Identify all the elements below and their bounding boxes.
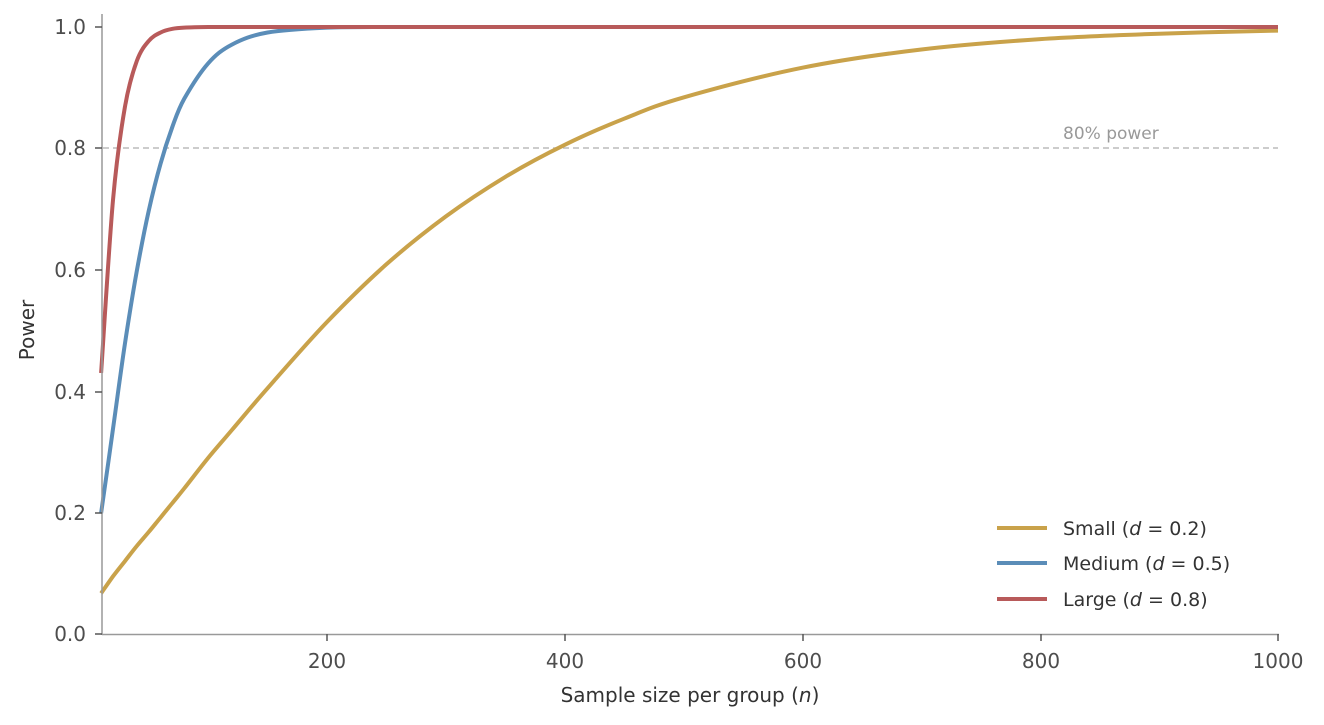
x-tick-label: 1000 xyxy=(1253,649,1304,673)
x-tick-label: 800 xyxy=(1022,649,1060,673)
series-line-small xyxy=(99,28,1279,595)
series-group xyxy=(99,24,1279,595)
legend: Small (d = 0.2) Medium (d = 0.5) Large (… xyxy=(997,518,1230,611)
x-axis-label: Sample size per group (n) xyxy=(561,683,820,707)
legend-label-large: Large (d = 0.8) xyxy=(1063,589,1208,611)
y-tick-label: 0.8 xyxy=(54,136,86,160)
y-tick-label: 0.2 xyxy=(54,501,86,525)
x-ticks: 200 400 600 800 1000 xyxy=(308,634,1304,673)
x-tick-label: 200 xyxy=(308,649,346,673)
x-tick-label: 600 xyxy=(784,649,822,673)
series-line-medium xyxy=(99,24,1278,514)
legend-label-small: Small (d = 0.2) xyxy=(1063,518,1207,540)
y-tick-label: 1.0 xyxy=(54,15,86,39)
y-tick-label: 0.4 xyxy=(54,380,86,404)
x-tick-label: 400 xyxy=(546,649,584,673)
reference-annotation: 80% power xyxy=(1063,124,1159,144)
series-line-large xyxy=(99,24,1278,374)
legend-label-medium: Medium (d = 0.5) xyxy=(1063,553,1230,575)
y-ticks: 0.0 0.2 0.4 0.6 0.8 1.0 xyxy=(54,15,102,646)
y-axis-label: Power xyxy=(15,299,39,360)
y-tick-label: 0.0 xyxy=(54,622,86,646)
y-tick-label: 0.6 xyxy=(54,258,86,282)
